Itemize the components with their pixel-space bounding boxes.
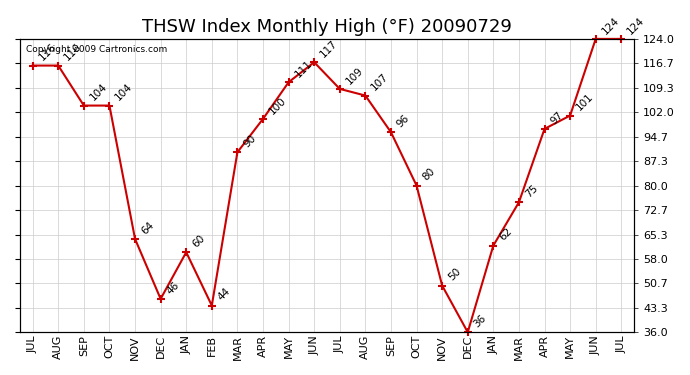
Text: 100: 100 [267,95,288,116]
Text: 62: 62 [497,226,514,243]
Text: 46: 46 [165,280,181,296]
Text: 90: 90 [241,133,258,150]
Text: 116: 116 [37,42,58,63]
Text: 116: 116 [62,42,83,63]
Text: 104: 104 [88,82,109,103]
Text: 107: 107 [370,72,391,93]
Text: 117: 117 [318,38,339,60]
Text: 124: 124 [625,15,647,36]
Text: Copyright 2009 Cartronics.com: Copyright 2009 Cartronics.com [26,45,167,54]
Text: 101: 101 [574,92,595,113]
Text: 50: 50 [446,266,463,283]
Text: 96: 96 [395,113,411,129]
Text: 60: 60 [190,233,207,249]
Text: 75: 75 [523,183,540,200]
Text: 36: 36 [472,313,489,330]
Text: 80: 80 [421,166,437,183]
Text: 64: 64 [139,220,156,236]
Title: THSW Index Monthly High (°F) 20090729: THSW Index Monthly High (°F) 20090729 [142,18,512,36]
Text: 124: 124 [600,15,621,36]
Text: 104: 104 [114,82,135,103]
Text: 109: 109 [344,65,365,86]
Text: 97: 97 [549,110,565,126]
Text: 111: 111 [293,58,314,80]
Text: 44: 44 [216,286,233,303]
